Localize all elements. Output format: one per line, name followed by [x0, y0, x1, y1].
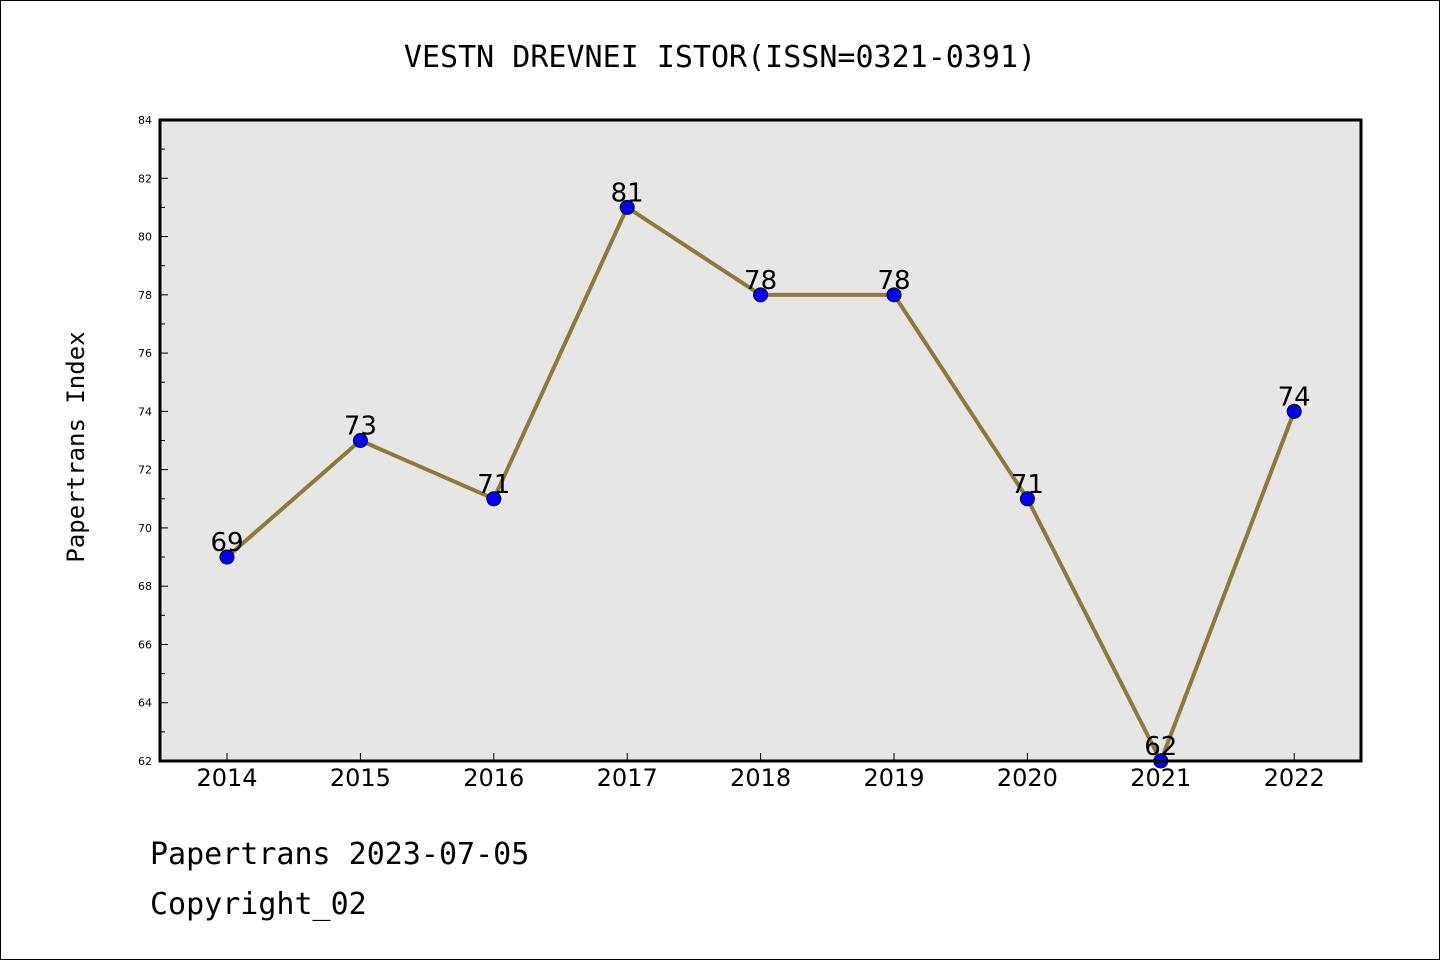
data-label: 74 [1278, 382, 1311, 412]
x-axis-ticks: 2014 2015 2016 2017 2018 2019 2020 2021 2022 [196, 753, 1325, 792]
data-point [886, 287, 902, 303]
x-tick-label: 2017 [597, 764, 658, 792]
data-label: 78 [877, 266, 910, 296]
y-tick-label: 82 [138, 172, 152, 185]
data-label: 62 [1144, 732, 1177, 762]
y-tick-label: 70 [138, 522, 152, 535]
y-tick-label: 76 [138, 347, 152, 360]
y-tick-label: 62 [138, 755, 152, 768]
y-tick-label: 66 [138, 638, 152, 651]
plot-area [160, 120, 1361, 761]
data-labels: 69 73 71 81 78 78 71 62 74 [210, 178, 1310, 762]
data-point [619, 199, 635, 215]
x-tick-label: 2019 [863, 764, 924, 792]
x-tick-label: 2018 [730, 764, 791, 792]
y-tick-label: 80 [138, 231, 152, 244]
y-tick-label: 64 [138, 697, 152, 710]
data-point [352, 433, 368, 448]
footer-copyright: Copyright_02 [150, 887, 367, 922]
x-tick-label: 2014 [196, 764, 257, 792]
x-tick-label: 2021 [1130, 764, 1191, 792]
x-tick-label: 2022 [1264, 764, 1325, 792]
series-markers [219, 199, 1302, 769]
data-point [1019, 491, 1035, 507]
x-tick-label: 2015 [330, 764, 391, 792]
x-tick-label: 2016 [463, 764, 524, 792]
data-label: 81 [611, 178, 644, 208]
y-axis-label: Papertrans Index [62, 331, 90, 562]
y-tick-label: 78 [138, 289, 152, 302]
data-label: 73 [344, 412, 377, 442]
y-tick-label: 72 [138, 464, 152, 477]
data-point [219, 549, 235, 565]
chart-title: VESTN DREVNEI ISTOR(ISSN=0321-0391) [404, 40, 1036, 75]
y-tick-label: 84 [138, 114, 152, 127]
data-label: 69 [210, 528, 243, 558]
data-label: 78 [744, 266, 777, 296]
data-point [486, 491, 502, 507]
y-tick-label: 68 [138, 580, 152, 593]
footer-date: Papertrans 2023-07-05 [150, 837, 529, 872]
y-tick-label: 74 [138, 405, 152, 418]
plot-border [158, 118, 1363, 763]
data-point [753, 287, 769, 303]
x-tick-label: 2020 [997, 764, 1058, 792]
data-label: 71 [477, 470, 510, 500]
data-label: 71 [1011, 470, 1044, 500]
data-point [1286, 403, 1302, 419]
